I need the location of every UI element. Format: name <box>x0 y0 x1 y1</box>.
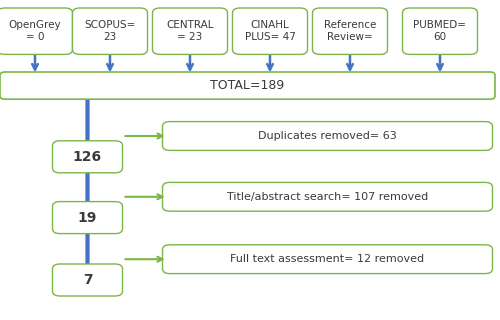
Text: 126: 126 <box>73 150 102 164</box>
Text: Full text assessment= 12 removed: Full text assessment= 12 removed <box>230 254 424 264</box>
Text: Reference
Review=: Reference Review= <box>324 20 376 42</box>
Text: SCOPUS=
23: SCOPUS= 23 <box>84 20 136 42</box>
FancyBboxPatch shape <box>52 141 122 173</box>
Text: PUBMED=
60: PUBMED= 60 <box>414 20 467 42</box>
FancyBboxPatch shape <box>162 245 492 274</box>
FancyBboxPatch shape <box>312 8 388 54</box>
Text: TOTAL=189: TOTAL=189 <box>210 79 284 92</box>
Text: 7: 7 <box>82 273 92 287</box>
FancyBboxPatch shape <box>52 264 122 296</box>
FancyBboxPatch shape <box>0 8 72 54</box>
FancyBboxPatch shape <box>162 122 492 150</box>
FancyBboxPatch shape <box>0 72 495 99</box>
FancyBboxPatch shape <box>152 8 228 54</box>
Text: Title/abstract search= 107 removed: Title/abstract search= 107 removed <box>227 192 428 202</box>
FancyBboxPatch shape <box>72 8 148 54</box>
FancyBboxPatch shape <box>162 182 492 211</box>
Text: OpenGrey
= 0: OpenGrey = 0 <box>8 20 62 42</box>
Text: CINAHL
PLUS= 47: CINAHL PLUS= 47 <box>244 20 296 42</box>
Text: Duplicates removed= 63: Duplicates removed= 63 <box>258 131 397 141</box>
Text: 19: 19 <box>78 211 97 225</box>
FancyBboxPatch shape <box>52 202 122 234</box>
Text: CENTRAL
= 23: CENTRAL = 23 <box>166 20 214 42</box>
FancyBboxPatch shape <box>402 8 477 54</box>
FancyBboxPatch shape <box>232 8 308 54</box>
